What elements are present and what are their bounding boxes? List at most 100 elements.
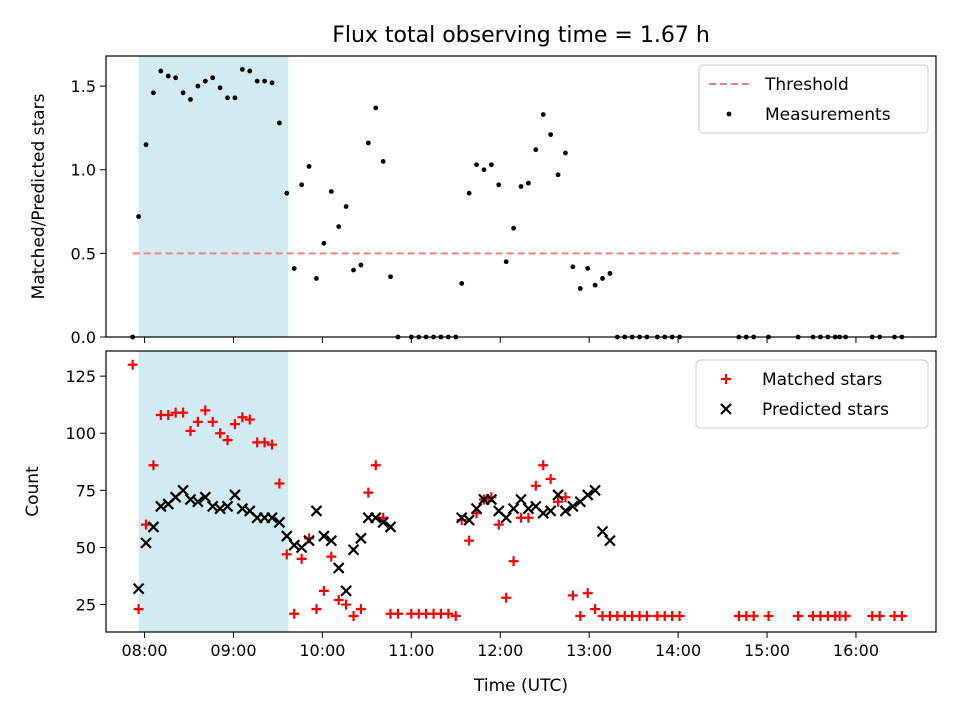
measurement-point [173, 75, 179, 81]
measurement-point [225, 95, 230, 101]
y-tick-label: 1.0 [71, 161, 96, 180]
predicted-point [377, 516, 389, 529]
y-tick-label: 50 [76, 538, 96, 557]
measurement-point [351, 267, 356, 273]
measurement-point [202, 78, 208, 84]
measurement-point [180, 90, 186, 96]
measurement-point [336, 224, 342, 230]
matched-point [192, 416, 203, 427]
predicted-point [559, 505, 572, 517]
measurement-point [481, 167, 487, 173]
matched-point [289, 608, 300, 619]
matched-point [148, 460, 159, 471]
measurement-point [548, 132, 554, 138]
predicted-point [147, 521, 160, 533]
measurement-point [269, 80, 275, 86]
x-tick-label: 13:00 [566, 641, 612, 660]
y-axis-label: Matched/Predicted stars [29, 93, 49, 299]
plot-frame [105, 55, 937, 338]
matched-point [237, 412, 248, 423]
legend-box [698, 64, 929, 134]
matched-point [163, 409, 174, 420]
measurement-point [247, 68, 253, 74]
shaded-interval [138, 56, 289, 337]
y-tick-label: 75 [76, 481, 96, 500]
shaded-interval [138, 351, 289, 632]
legend: Matched stars Predicted stars [695, 359, 929, 429]
x-tick-label: 09:00 [210, 641, 256, 660]
legend-box [695, 359, 929, 429]
x-tick-label: 11:00 [388, 641, 434, 660]
predicted-point [604, 534, 616, 547]
measurement-point [165, 73, 171, 79]
matched-point [443, 608, 454, 619]
predicted-point [507, 502, 520, 515]
predicted-point [318, 530, 330, 542]
matched-point [267, 439, 277, 450]
matched-point [341, 599, 352, 610]
y-tick-label: 0.5 [71, 244, 96, 263]
legend: Threshold Measurements [698, 64, 929, 134]
matched-point [281, 549, 292, 560]
predicted-point [221, 500, 234, 513]
predicted-point [470, 502, 483, 515]
measurement-point [136, 214, 142, 219]
predicted-point [596, 525, 609, 538]
matched-point [493, 519, 504, 530]
measurement-point [563, 150, 568, 156]
legend-label: Measurements [765, 105, 891, 125]
predicted-point [310, 505, 323, 517]
measurement-point [358, 262, 364, 268]
matched-point [296, 553, 307, 564]
predicted-point [384, 521, 397, 533]
measurement-point [474, 162, 479, 168]
predicted-point [273, 516, 286, 529]
matched-point [326, 551, 337, 562]
measurement-point [555, 172, 561, 178]
measurement-point [314, 276, 319, 281]
measurement-point [577, 286, 583, 291]
predicted-point [192, 496, 204, 508]
matched-point [545, 473, 556, 484]
measurement-point [321, 240, 327, 246]
matched-point [259, 437, 270, 448]
predicted-point [288, 539, 301, 551]
matched-point [874, 611, 885, 622]
measurement-point [511, 225, 516, 231]
measurement-point [488, 162, 494, 168]
matched-point [127, 359, 138, 370]
predicted-point [132, 582, 145, 595]
measurement-point [262, 78, 267, 84]
measurement-point [607, 271, 613, 276]
predicted-point [266, 511, 278, 524]
legend-measurements-swatch [726, 111, 732, 117]
legend-label: Matched stars [762, 370, 882, 390]
matched-point [641, 611, 652, 622]
matched-point [450, 611, 461, 622]
matched-point [464, 535, 475, 546]
matched-point [501, 592, 512, 603]
matched-point [133, 604, 144, 615]
predicted-point [140, 537, 152, 549]
matched-point [538, 460, 549, 471]
plot-frame [105, 350, 937, 633]
predicted-point [500, 511, 512, 524]
predicted-point [281, 530, 293, 542]
legend-predicted-swatch [720, 403, 732, 415]
measurement-point [328, 189, 334, 194]
measurement-point [533, 147, 539, 153]
predicted-point [199, 491, 212, 503]
matched-point [840, 611, 851, 622]
panel-counts: 08:00 09:00 10:00 11:00 12:00 13:00 14:00 15:00… [23, 350, 937, 660]
predicted-point [463, 514, 475, 526]
y-tick-label: 1.5 [71, 77, 96, 96]
x-tick-label: 16:00 [833, 641, 879, 660]
legend-matched-swatch [721, 374, 731, 384]
measurement-point [195, 83, 201, 89]
predicted-point [229, 489, 241, 501]
matched-point [141, 519, 152, 530]
predicted-point [567, 500, 579, 513]
x-axis-label: Time (UTC) [473, 676, 568, 696]
measurement-point [570, 264, 576, 270]
chart-title: Flux total observing time = 1.67 h [332, 23, 710, 48]
